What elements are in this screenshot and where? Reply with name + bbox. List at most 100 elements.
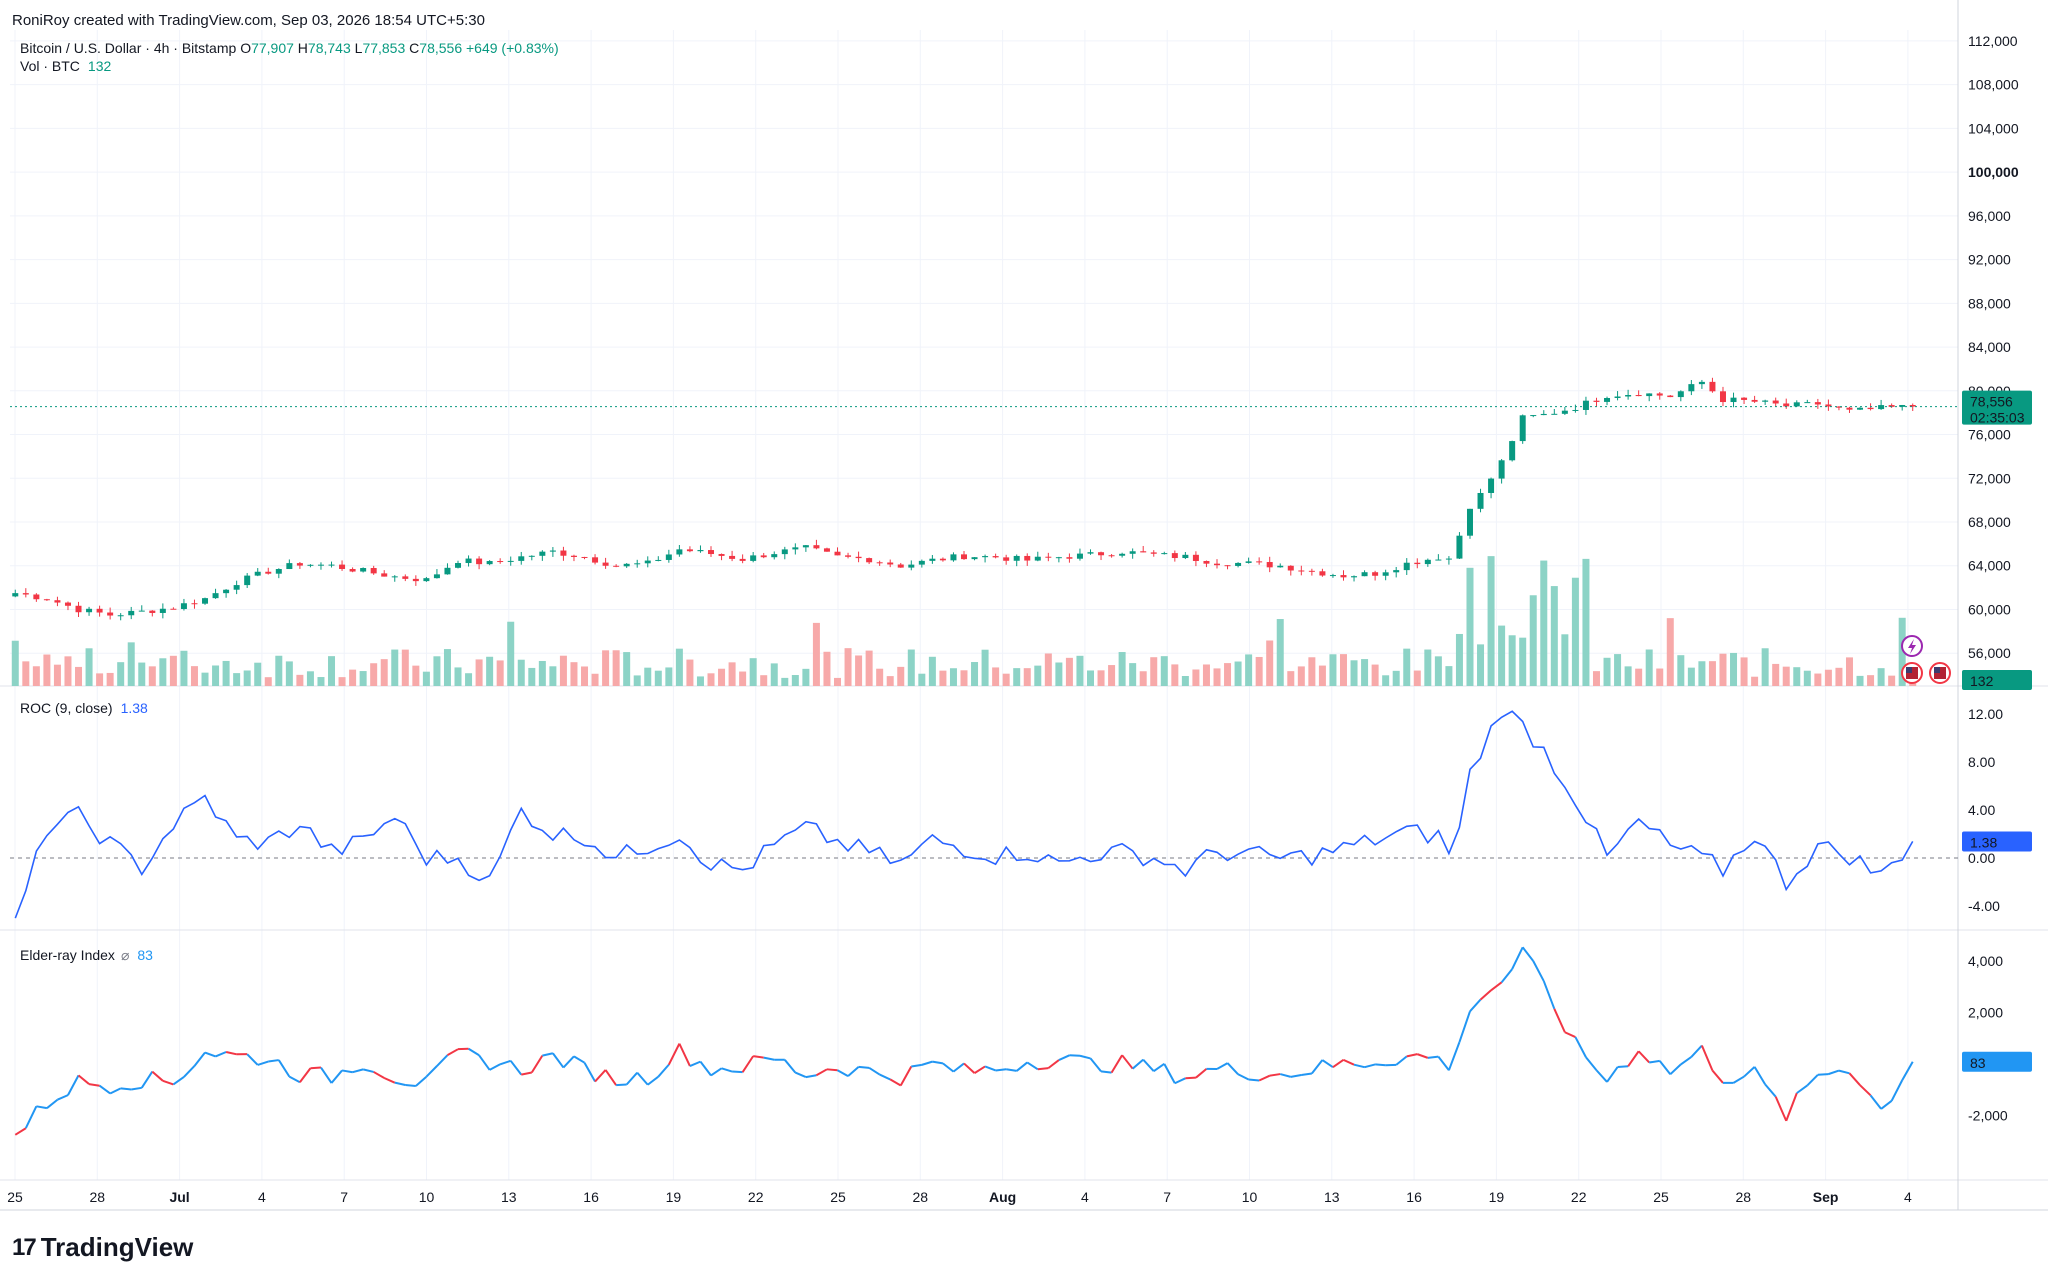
elder-segment	[647, 1075, 659, 1086]
volume-label: Vol · BTC	[20, 58, 80, 74]
volume-bar	[1571, 577, 1579, 686]
elder-segment	[1479, 989, 1492, 1001]
elder-segment	[499, 1059, 512, 1066]
elder-segment	[1375, 1063, 1386, 1067]
open-label: O	[240, 40, 252, 56]
candle-body	[570, 555, 577, 557]
candle-body	[1709, 381, 1716, 392]
elder-segment	[952, 1062, 965, 1073]
change-value: +649 (+0.83%)	[466, 40, 559, 56]
price-tick-label: 100,000	[1968, 164, 2019, 180]
volume-bar	[1519, 637, 1527, 686]
elder-segment	[1226, 1062, 1239, 1075]
candle-body	[296, 563, 303, 566]
candle-body	[1245, 561, 1252, 563]
candle-body	[1140, 551, 1147, 553]
elder-segment	[352, 1068, 364, 1074]
volume-bar	[64, 656, 72, 686]
time-tick-label: 10	[1242, 1189, 1258, 1205]
time-tick-label: 4	[1904, 1189, 1912, 1205]
event-icons	[1901, 635, 1951, 684]
candle-body	[623, 563, 630, 567]
volume-bar	[538, 660, 546, 686]
elder-segment	[657, 1063, 670, 1078]
volume-bar	[992, 667, 1000, 686]
roc-legend[interactable]: ROC (9, close) 1.38	[20, 700, 148, 716]
volume-bar	[602, 650, 610, 686]
elder-segment	[373, 1071, 385, 1079]
elder-segment	[140, 1071, 154, 1089]
volume-bar	[1445, 666, 1453, 686]
volume-badge: 132	[1962, 670, 2032, 690]
elder-segment	[36, 1105, 48, 1110]
price-badge-text: 02:35:03	[1970, 410, 2025, 426]
elder-segment	[1121, 1054, 1134, 1070]
elder-segment	[1047, 1059, 1060, 1069]
candle-body	[1351, 576, 1358, 578]
volume-bar	[1392, 670, 1400, 686]
candle-body	[1593, 400, 1600, 402]
elder-segment	[1658, 1060, 1672, 1075]
elder-segment	[436, 1054, 449, 1067]
volume-bar	[1424, 649, 1432, 686]
candle-body	[1003, 557, 1010, 561]
candle-body	[1456, 535, 1463, 559]
elder-segment	[667, 1043, 681, 1066]
candle-body	[708, 550, 715, 555]
candle-body	[1119, 553, 1126, 556]
tradingview-logo[interactable]: 17 TradingView	[12, 1232, 193, 1263]
elder-segment	[616, 1083, 627, 1087]
volume-bar	[1666, 618, 1674, 686]
volume-bar	[391, 649, 399, 686]
volume-bar	[32, 666, 40, 686]
elder-label: Elder-ray Index	[20, 947, 115, 963]
elder-segment	[942, 1062, 955, 1073]
elder-segment	[1258, 1074, 1271, 1082]
elder-segment	[710, 1067, 723, 1077]
candle-body	[317, 564, 324, 566]
candle-body	[286, 563, 293, 570]
elder-segment	[573, 1055, 586, 1064]
candle-body	[876, 562, 883, 564]
candle-body	[1793, 402, 1800, 407]
volume-bar	[1687, 667, 1695, 686]
volume-legend[interactable]: Vol · BTC 132	[20, 58, 111, 74]
elder-segment	[1195, 1068, 1208, 1079]
elder-segment	[415, 1075, 428, 1087]
elder-lines	[14, 946, 1914, 1136]
volume-bar	[1498, 625, 1506, 686]
elder-segment	[1890, 1079, 1904, 1102]
time-tick-label: 16	[583, 1189, 599, 1205]
symbol-name[interactable]: Bitcoin / U.S. Dollar · 4h · Bitstamp	[20, 40, 237, 56]
elder-segment	[88, 1083, 100, 1087]
volume-bar	[106, 672, 114, 686]
elder-segment	[1248, 1078, 1260, 1082]
volume-bar	[1065, 657, 1073, 686]
candle-body	[982, 556, 989, 558]
volume-bar	[1835, 667, 1843, 686]
candle-body	[1466, 508, 1473, 536]
volume-bar	[1592, 671, 1600, 686]
candle-body	[1509, 441, 1516, 461]
candle-body	[908, 564, 915, 568]
candle-body	[1519, 415, 1526, 442]
candle-body	[54, 600, 61, 603]
elder-segment	[215, 1051, 227, 1058]
roc-tick-label: 8.00	[1968, 754, 1995, 770]
elder-segment	[1901, 1061, 1914, 1081]
volume-bar	[528, 667, 536, 686]
volume-bar	[1603, 657, 1611, 686]
volume-bar	[1350, 660, 1358, 686]
candle-body	[560, 550, 567, 556]
elder-segment	[320, 1066, 333, 1084]
time-tick-label: Jul	[169, 1189, 189, 1205]
volume-bar	[939, 670, 947, 686]
volume-bar	[949, 668, 957, 686]
candle-body	[1688, 384, 1695, 392]
roc-tick-label: -4.00	[1968, 898, 2000, 914]
volume-bar	[981, 649, 989, 686]
elder-segment	[562, 1055, 575, 1069]
elder-segment	[1585, 1056, 1598, 1071]
elder-legend[interactable]: Elder-ray Index ⌀ 83	[20, 947, 153, 964]
